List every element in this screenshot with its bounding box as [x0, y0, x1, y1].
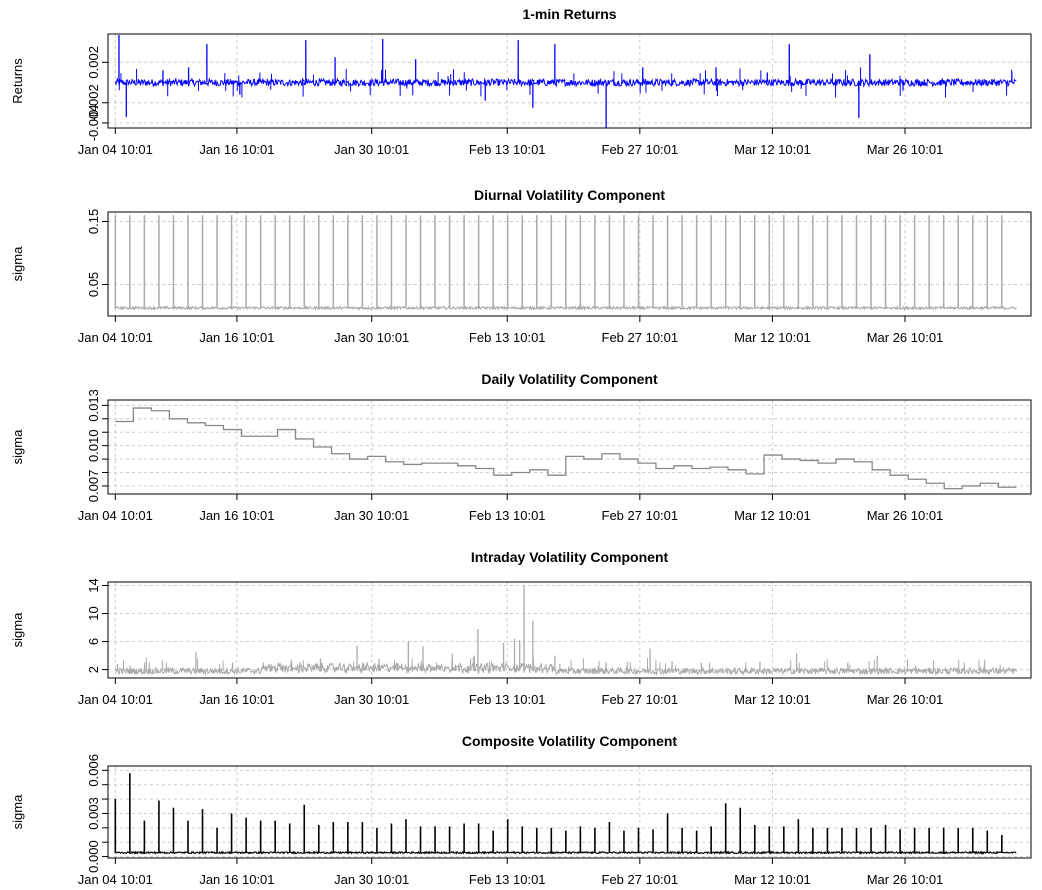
x-tick-label: Feb 27 10:01: [602, 692, 679, 707]
y-tick-label: 0.05: [86, 272, 101, 297]
x-tick-label: Jan 16 10:01: [199, 872, 274, 887]
x-tick-label: Feb 13 10:01: [469, 692, 546, 707]
panel-title: Diurnal Volatility Component: [474, 187, 665, 203]
x-tick-label: Mar 26 10:01: [867, 142, 944, 157]
x-tick-label: Jan 30 10:01: [334, 692, 409, 707]
x-tick-label: Mar 26 10:01: [867, 330, 944, 345]
x-tick-label: Mar 12 10:01: [734, 330, 811, 345]
y-tick-label: 2: [86, 666, 101, 673]
panel-title: 1-min Returns: [522, 6, 616, 22]
y-tick-label: 6: [86, 638, 101, 645]
x-tick-label: Mar 26 10:01: [867, 872, 944, 887]
x-tick-label: Feb 27 10:01: [602, 872, 679, 887]
y-axis-label: sigma: [10, 429, 25, 464]
x-tick-label: Jan 16 10:01: [199, 692, 274, 707]
x-tick-label: Jan 30 10:01: [334, 508, 409, 523]
y-axis-label: Returns: [10, 58, 25, 104]
panel-3: Daily Volatility Component 0.007 0.010 0.01…: [10, 371, 1032, 523]
panel-1: 1-min Returns -0.004-0.002 0.002 Returns Jan…: [10, 6, 1032, 157]
x-tick-label: Jan 16 10:01: [199, 142, 274, 157]
panel-title: Daily Volatility Component: [481, 371, 658, 387]
panel-title: Composite Volatility Component: [462, 733, 678, 749]
x-tick-label: Jan 16 10:01: [199, 330, 274, 345]
y-tick-label: 0.002: [86, 46, 101, 79]
x-tick-label: Jan 16 10:01: [199, 508, 274, 523]
x-tick-label: Feb 13 10:01: [469, 508, 546, 523]
x-tick-label: Jan 30 10:01: [334, 330, 409, 345]
y-tick-label: 14: [86, 578, 101, 592]
x-tick-label: Feb 13 10:01: [469, 142, 546, 157]
x-tick-label: Feb 13 10:01: [469, 872, 546, 887]
x-tick-label: Mar 26 10:01: [867, 508, 944, 523]
y-tick-label: 0.007: [86, 470, 101, 503]
y-tick-label: 10: [86, 606, 101, 620]
x-tick-label: Feb 27 10:01: [602, 508, 679, 523]
series-line: [114, 304, 1017, 312]
x-tick-label: Jan 04 10:01: [78, 872, 153, 887]
y-tick-label: -0.002: [86, 84, 101, 121]
x-tick-label: Mar 12 10:01: [734, 872, 811, 887]
x-tick-label: Jan 04 10:01: [78, 330, 153, 345]
y-tick-label: 0.010: [86, 429, 101, 462]
panel-title: Intraday Volatility Component: [471, 549, 669, 565]
x-tick-label: Jan 30 10:01: [334, 142, 409, 157]
plot-frame: [107, 765, 1032, 859]
y-tick-label: 0.15: [86, 209, 101, 234]
series-line: [115, 407, 1017, 490]
series-line: [114, 77, 1017, 88]
y-tick-label: 0.003: [86, 797, 101, 830]
x-tick-label: Feb 27 10:01: [602, 142, 679, 157]
x-tick-label: Jan 04 10:01: [78, 508, 153, 523]
y-tick-label: 0.006: [86, 754, 101, 787]
plot-frame: [107, 211, 1032, 317]
x-tick-label: Feb 27 10:01: [602, 330, 679, 345]
x-tick-label: Jan 30 10:01: [334, 872, 409, 887]
panel-2: Diurnal Volatility Component 0.05 0.15 sigm…: [10, 187, 1032, 345]
y-axis-label: sigma: [10, 246, 25, 281]
x-tick-label: Feb 13 10:01: [469, 330, 546, 345]
plot-frame: [107, 399, 1032, 495]
plot-frame: [107, 581, 1032, 679]
x-tick-label: Jan 04 10:01: [78, 692, 153, 707]
y-tick-label: 0.013: [86, 389, 101, 422]
panel-4: Intraday Volatility Component 2 6 10 14 sigma…: [10, 549, 1032, 707]
y-axis-label: sigma: [10, 794, 25, 829]
plot-frame: [107, 33, 1032, 129]
x-tick-label: Mar 12 10:01: [734, 692, 811, 707]
x-tick-label: Mar 12 10:01: [734, 508, 811, 523]
panel-5: Composite Volatility Component 0.000 0.003…: [10, 733, 1032, 887]
x-tick-label: Jan 04 10:01: [78, 142, 153, 157]
y-tick-label: -0.004: [86, 105, 101, 142]
x-tick-label: Mar 12 10:01: [734, 142, 811, 157]
x-tick-label: Mar 26 10:01: [867, 692, 944, 707]
series-line: [114, 660, 1017, 677]
y-axis-label: sigma: [10, 612, 25, 647]
y-tick-label: 0.000: [86, 840, 101, 873]
